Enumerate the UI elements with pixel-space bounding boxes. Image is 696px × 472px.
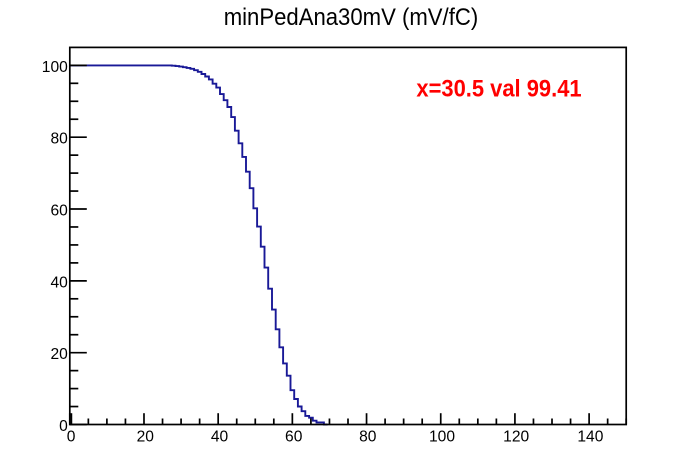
svg-text:0: 0 (59, 418, 68, 435)
svg-text:40: 40 (211, 429, 229, 446)
svg-text:100: 100 (42, 59, 68, 76)
svg-text:120: 120 (503, 429, 529, 446)
svg-text:40: 40 (50, 274, 68, 291)
svg-text:20: 20 (50, 346, 68, 363)
svg-text:0: 0 (67, 429, 76, 446)
svg-text:100: 100 (429, 429, 455, 446)
svg-text:x=30.5 val 99.41: x=30.5 val 99.41 (416, 75, 581, 102)
svg-text:20: 20 (137, 429, 155, 446)
svg-text:minPedAna30mV (mV/fC): minPedAna30mV (mV/fC) (224, 4, 479, 31)
svg-text:60: 60 (50, 203, 68, 220)
svg-text:60: 60 (285, 429, 303, 446)
svg-text:80: 80 (50, 131, 68, 148)
svg-text:140: 140 (577, 429, 603, 446)
svg-text:80: 80 (359, 429, 377, 446)
